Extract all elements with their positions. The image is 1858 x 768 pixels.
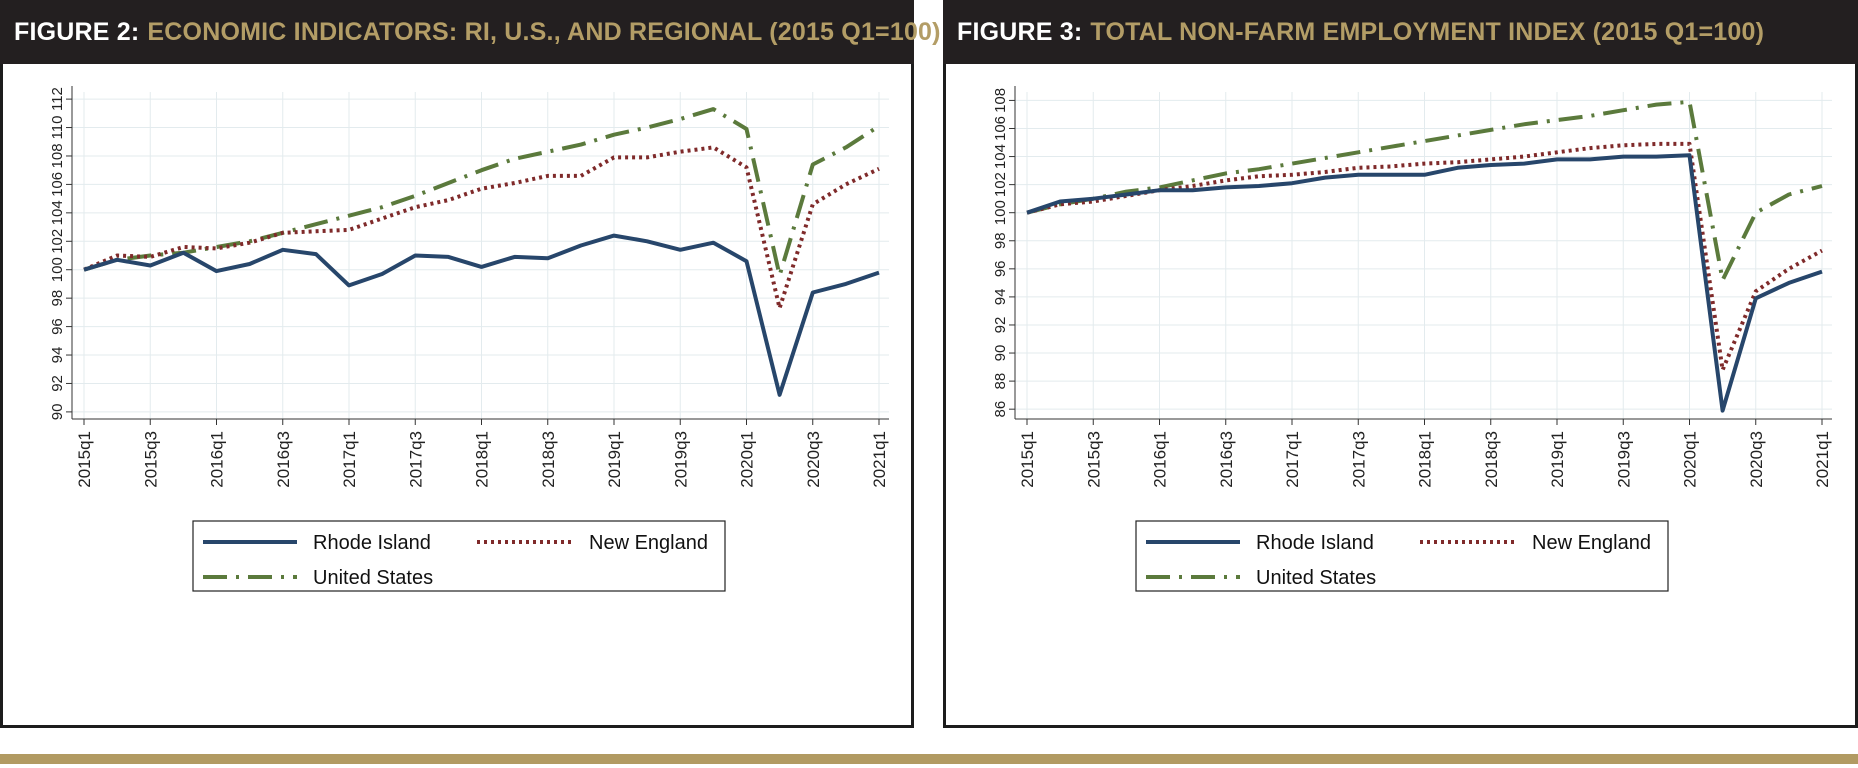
legend-label: United States (313, 567, 433, 589)
figure-3-title: TOTAL NON-FARM EMPLOYMENT INDEX (2015 Q1… (1090, 17, 1765, 46)
x-tick-label: 2020q3 (1747, 431, 1766, 488)
x-tick-label: 2018q1 (1416, 431, 1435, 488)
figure-2-chart: 90 92 94 96 98 100 102 104 106 108 110 112 2015q1 201… (49, 86, 889, 592)
figure-2-panel: FIGURE 2: ECONOMIC INDICATORS: RI, U.S.,… (0, 0, 940, 728)
x-tick-label: 2016q1 (208, 431, 227, 488)
x-tick-label: 2017q3 (1349, 431, 1368, 488)
y-tick-label: 94 (992, 289, 1009, 306)
series-line-rhode-island (1026, 153, 1823, 413)
y-tick-label: 96 (49, 318, 66, 335)
y-tick-label: 112 (49, 87, 66, 111)
y-tick-label: 90 (49, 404, 66, 421)
x-tick-label: 2016q3 (274, 431, 293, 488)
series-line-united-states (83, 107, 881, 278)
x-tick-label: 2015q3 (1084, 431, 1103, 488)
series-line-rhode-island (83, 233, 880, 397)
y-tick-label: 102 (992, 172, 1009, 197)
figure-3-label: FIGURE 3: (957, 17, 1083, 46)
y-tick-label: 94 (49, 347, 66, 364)
figure-2-label: FIGURE 2: (14, 17, 140, 46)
x-tick-label: 2016q3 (1217, 431, 1236, 488)
series-line-united-states (1026, 99, 1823, 283)
y-tick-label: 106 (992, 116, 1009, 141)
y-tick-label: 88 (992, 373, 1009, 390)
figure-3-chart: 86 88 90 92 94 96 98 100 102 104 106 108 2015q1 2015q… (992, 86, 1832, 592)
series-line-new-england (83, 145, 880, 311)
y-tick-label: 98 (49, 290, 66, 307)
legend: Rhode Island New England United States (1135, 520, 1669, 592)
figure-2-header: FIGURE 2: ECONOMIC INDICATORS: RI, U.S.,… (0, 0, 940, 64)
x-tick-label: 2019q3 (1614, 431, 1633, 488)
legend: Rhode Island New England United States (192, 520, 726, 592)
legend-label: New England (589, 532, 708, 554)
x-tick-label: 2019q3 (671, 431, 690, 488)
x-tick-label: 2017q3 (406, 431, 425, 488)
legend-label: New England (1532, 532, 1651, 554)
x-tick-label: 2020q3 (804, 431, 823, 488)
gold-divider-rule (0, 754, 1858, 764)
plot-area (72, 92, 889, 419)
y-tick-label: 110 (49, 116, 66, 140)
y-tick-label: 106 (49, 172, 66, 197)
legend-box (1135, 520, 1669, 592)
x-tick-label: 2018q3 (539, 431, 558, 488)
y-tick-label: 104 (49, 200, 66, 225)
y-tick-label: 108 (49, 143, 66, 168)
legend-label: United States (1256, 567, 1376, 589)
x-tick-label: 2016q1 (1151, 431, 1170, 488)
x-tick-label: 2018q1 (473, 431, 492, 488)
figure-3-panel: FIGURE 3: TOTAL NON-FARM EMPLOYMENT INDE… (943, 0, 1858, 728)
x-tick-label: 2015q1 (75, 431, 94, 488)
y-tick-label: 92 (992, 317, 1009, 334)
figure-2-title: ECONOMIC INDICATORS: RI, U.S., AND REGIO… (147, 17, 941, 46)
y-tick-label: 102 (49, 229, 66, 254)
x-tick-label: 2021q1 (1813, 431, 1832, 488)
x-tick-label: 2021q1 (870, 431, 889, 488)
y-tick-label: 100 (49, 257, 66, 282)
x-tick-label: 2020q1 (1681, 431, 1700, 488)
y-tick-label: 92 (49, 375, 66, 392)
x-tick-label: 2015q3 (141, 431, 160, 488)
legend-label: Rhode Island (1256, 532, 1374, 554)
y-tick-label: 104 (992, 144, 1009, 169)
y-tick-label: 98 (992, 232, 1009, 249)
figure-3-header: FIGURE 3: TOTAL NON-FARM EMPLOYMENT INDE… (943, 0, 1858, 64)
y-tick-label: 90 (992, 345, 1009, 362)
y-tick-label: 96 (992, 260, 1009, 277)
legend-label: Rhode Island (313, 532, 431, 554)
x-tick-label: 2019q1 (605, 431, 624, 488)
y-tick-label: 86 (992, 401, 1009, 418)
x-tick-label: 2019q1 (1548, 431, 1567, 488)
x-tick-label: 2017q1 (1283, 431, 1302, 488)
x-tick-label: 2018q3 (1482, 431, 1501, 488)
plot-area (1015, 92, 1832, 419)
y-tick-label: 108 (992, 88, 1009, 113)
y-tick-label: 100 (992, 200, 1009, 225)
x-tick-label: 2017q1 (340, 431, 359, 488)
legend-box (192, 520, 726, 592)
x-tick-label: 2015q1 (1018, 431, 1037, 488)
x-tick-label: 2020q1 (738, 431, 757, 488)
